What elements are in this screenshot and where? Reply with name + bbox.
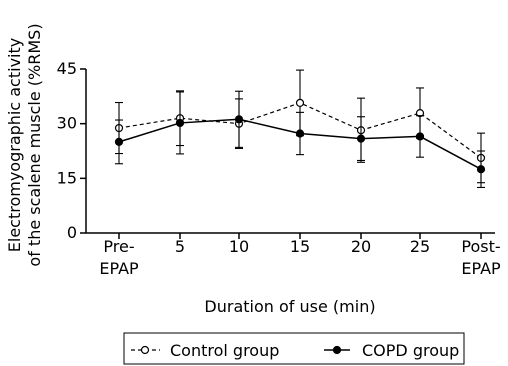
data-point [234, 115, 244, 124]
x-ticks: Pre- EPAP 5 10 15 20 25 Post- EPAP [99, 233, 501, 278]
y-axis-label-line-2: of the scalene muscle (%RMS) [25, 23, 44, 266]
x-tick-label: EPAP [99, 259, 139, 278]
y-axis-label-line-1: Electromyographic activity [5, 38, 24, 252]
series-copd-group [114, 90, 486, 188]
y-ticks: 0 15 30 45 [57, 59, 86, 242]
data-point [476, 165, 486, 174]
x-tick-label: EPAP [461, 259, 501, 278]
x-axis-label: Duration of use (min) [204, 297, 375, 316]
x-tick-label: 10 [229, 237, 249, 256]
y-tick-label: 15 [57, 168, 77, 187]
x-tick-label: 25 [410, 237, 430, 256]
legend-copd-marker [332, 345, 342, 355]
series-layer [114, 69, 486, 188]
legend: Control group COPD group [123, 332, 465, 365]
legend-box [123, 332, 465, 365]
data-point [175, 118, 185, 128]
data-point [295, 98, 305, 107]
y-tick-label: 0 [67, 223, 77, 242]
y-tick-label: 30 [57, 114, 77, 133]
data-point [114, 137, 124, 146]
x-tick-label: Post- [461, 237, 500, 256]
legend-control-marker [140, 345, 150, 355]
x-tick-label: 5 [175, 237, 185, 256]
legend-control-label: Control group [170, 341, 279, 360]
x-tick-label: 15 [290, 237, 310, 256]
x-tick-label: 20 [351, 237, 371, 256]
y-tick-label: 45 [57, 59, 77, 78]
data-point [356, 134, 366, 143]
x-tick-label: Pre- [103, 237, 134, 256]
legend-copd-label: COPD group [362, 341, 459, 360]
data-point [415, 132, 425, 141]
data-point [295, 129, 305, 138]
